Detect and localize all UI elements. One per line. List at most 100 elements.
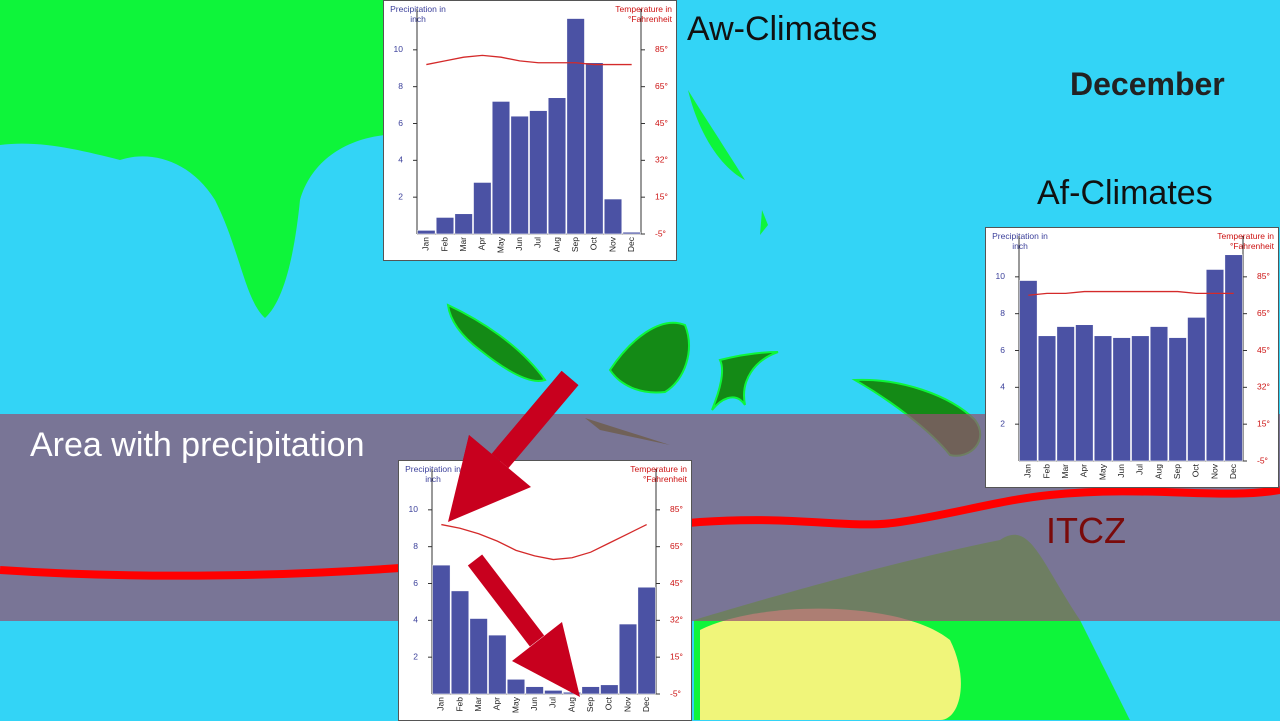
x-tick-label: Feb — [454, 697, 464, 712]
bar — [1187, 317, 1206, 462]
x-tick-label: Oct — [1191, 463, 1201, 477]
x-tick-label: Aug — [1153, 464, 1163, 479]
bar — [417, 230, 436, 235]
bar — [1168, 337, 1187, 462]
x-tick-label: Feb — [439, 237, 449, 252]
temperature-line — [441, 523, 647, 561]
y2-tick-label: 15° — [1257, 418, 1270, 428]
bar — [600, 684, 619, 695]
y-tick-label: 8 — [413, 541, 418, 551]
temperature-line — [1028, 290, 1234, 296]
x-tick-label: Mar — [473, 697, 483, 712]
bar — [562, 691, 582, 695]
chart-plot: 2 4 6 8 10 -5° 15° 32° 45° 65° 85° Jan Feb Mar Apr May J… — [409, 469, 683, 713]
x-tick-label: Jan — [436, 697, 446, 711]
bar — [506, 678, 526, 695]
bar — [1224, 254, 1243, 462]
bar — [544, 690, 563, 695]
y-tick-label: 10 — [394, 44, 404, 54]
y-tick-label: 8 — [398, 81, 403, 91]
bar — [547, 97, 567, 235]
x-tick-label: Jan — [1023, 464, 1033, 478]
itcz-line — [0, 486, 1280, 580]
bar — [1205, 269, 1225, 462]
y2-tick-label: 45° — [655, 118, 668, 128]
bar — [622, 231, 641, 235]
land — [0, 0, 385, 318]
bar — [435, 217, 455, 235]
x-tick-label: Jun — [1116, 464, 1126, 478]
y-tick-label: 10 — [996, 271, 1006, 281]
climate-chart: Precipitation in inch Temperature in °Fah… — [383, 0, 677, 261]
temperature-line — [426, 54, 632, 66]
y-tick-label: 4 — [1000, 382, 1005, 392]
bar — [454, 213, 473, 235]
land — [688, 90, 745, 180]
bar — [637, 586, 656, 695]
y-tick-label: 6 — [398, 118, 403, 128]
month-label: December — [1070, 66, 1225, 102]
x-tick-label: Dec — [641, 696, 651, 712]
x-tick-label: Apr — [477, 237, 487, 250]
climate-chart: Precipitation in inch Temperature in °Fah… — [398, 460, 692, 721]
bar — [1131, 335, 1150, 462]
x-tick-label: Jul — [1135, 464, 1145, 475]
x-tick-label: Feb — [1041, 464, 1051, 479]
climate-label: Af-Climates — [1037, 174, 1213, 212]
bar — [450, 590, 470, 695]
x-tick-label: Aug — [566, 697, 576, 712]
x-tick-label: Jul — [548, 697, 558, 708]
y2-tick-label: 85° — [655, 44, 668, 54]
bar — [1019, 280, 1038, 462]
x-tick-label: Apr — [492, 697, 502, 710]
x-tick-label: Apr — [1079, 464, 1089, 477]
bar — [432, 564, 451, 695]
y2-tick-label: 45° — [1257, 345, 1270, 355]
y2-axis-label: Temperature in °Fahrenheit — [1217, 231, 1274, 251]
x-tick-label: Jun — [514, 237, 524, 251]
y-tick-label: 2 — [413, 651, 418, 661]
y2-tick-label: 85° — [1257, 271, 1270, 281]
land — [700, 608, 961, 720]
itcz-label: ITCZ — [1046, 510, 1126, 551]
y2-tick-label: 85° — [670, 504, 683, 514]
island — [608, 321, 690, 394]
y-tick-label: 4 — [413, 615, 418, 625]
bar — [566, 18, 585, 235]
bar — [525, 686, 544, 695]
y2-tick-label: 32° — [655, 155, 668, 165]
y2-tick-label: 32° — [1257, 382, 1270, 392]
y2-tick-label: -5° — [655, 228, 666, 238]
bar — [1037, 335, 1057, 462]
y-tick-label: 2 — [1000, 418, 1005, 428]
y2-tick-label: 15° — [655, 191, 668, 201]
y-axis-label: Precipitation in inch — [405, 464, 461, 484]
island — [711, 351, 779, 411]
bar — [585, 62, 604, 235]
x-tick-label: May — [510, 696, 520, 713]
bar — [1056, 326, 1075, 462]
y-tick-label: 8 — [1000, 308, 1005, 318]
x-tick-label: Nov — [607, 236, 617, 252]
y-tick-label: 2 — [398, 191, 403, 201]
y2-tick-label: 32° — [670, 615, 683, 625]
climate-chart: Precipitation in inch Temperature in °Fah… — [985, 227, 1279, 488]
bar — [488, 634, 507, 695]
y2-tick-label: -5° — [1257, 455, 1268, 465]
bar — [473, 182, 492, 235]
x-tick-label: Sep — [570, 237, 580, 252]
land — [760, 210, 768, 235]
y-tick-label: 4 — [398, 155, 403, 165]
y2-tick-label: 45° — [670, 578, 683, 588]
x-tick-label: Mar — [1060, 464, 1070, 479]
x-tick-label: Mar — [458, 237, 468, 252]
y-axis-label: Precipitation in inch — [992, 231, 1048, 251]
y-tick-label: 6 — [413, 578, 418, 588]
bar — [1149, 326, 1169, 462]
bar — [491, 101, 511, 235]
bar — [1112, 337, 1131, 462]
x-tick-label: Aug — [551, 237, 561, 252]
x-tick-label: Dec — [1228, 463, 1238, 479]
climate-label: Aw-Climates — [687, 10, 878, 48]
